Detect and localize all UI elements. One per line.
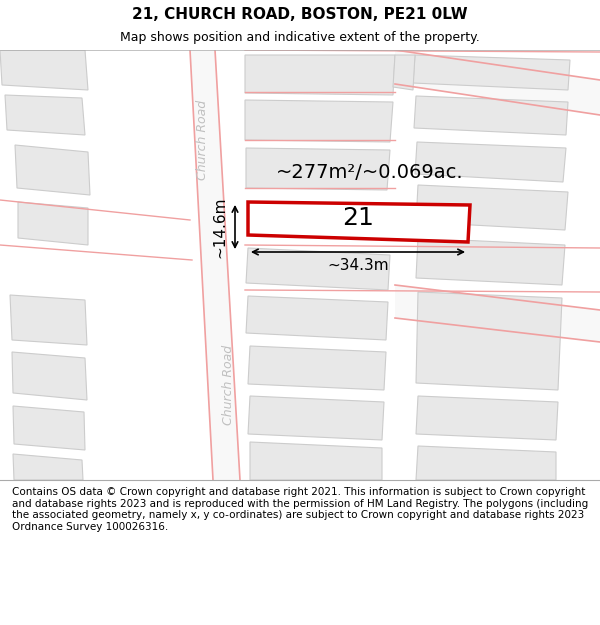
Polygon shape bbox=[415, 142, 566, 182]
Polygon shape bbox=[248, 346, 386, 390]
Text: 21: 21 bbox=[342, 206, 374, 230]
Polygon shape bbox=[190, 50, 240, 480]
Text: Church Road: Church Road bbox=[221, 345, 235, 425]
Polygon shape bbox=[250, 442, 382, 480]
Text: ~277m²/~0.069ac.: ~277m²/~0.069ac. bbox=[276, 162, 464, 181]
Polygon shape bbox=[13, 406, 85, 450]
Text: 21, CHURCH ROAD, BOSTON, PE21 0LW: 21, CHURCH ROAD, BOSTON, PE21 0LW bbox=[132, 6, 468, 21]
Polygon shape bbox=[246, 248, 390, 290]
Text: Map shows position and indicative extent of the property.: Map shows position and indicative extent… bbox=[120, 31, 480, 44]
Polygon shape bbox=[248, 396, 384, 440]
Text: ~14.6m: ~14.6m bbox=[212, 196, 227, 258]
Polygon shape bbox=[414, 96, 568, 135]
Polygon shape bbox=[395, 50, 600, 115]
Polygon shape bbox=[395, 285, 600, 342]
Polygon shape bbox=[10, 295, 87, 345]
Polygon shape bbox=[248, 202, 470, 242]
Polygon shape bbox=[416, 185, 568, 230]
Text: ~34.3m: ~34.3m bbox=[327, 258, 389, 272]
Polygon shape bbox=[246, 148, 390, 190]
Polygon shape bbox=[416, 446, 556, 480]
Polygon shape bbox=[393, 55, 415, 90]
Polygon shape bbox=[416, 292, 562, 390]
Polygon shape bbox=[413, 55, 570, 90]
Text: Contains OS data © Crown copyright and database right 2021. This information is : Contains OS data © Crown copyright and d… bbox=[12, 488, 588, 532]
Polygon shape bbox=[416, 396, 558, 440]
Polygon shape bbox=[245, 100, 393, 142]
Text: Church Road: Church Road bbox=[196, 100, 209, 180]
Polygon shape bbox=[12, 352, 87, 400]
Polygon shape bbox=[245, 55, 395, 95]
Polygon shape bbox=[246, 296, 388, 340]
Polygon shape bbox=[416, 238, 565, 285]
Polygon shape bbox=[18, 202, 88, 245]
Polygon shape bbox=[5, 95, 85, 135]
Polygon shape bbox=[0, 50, 88, 90]
Polygon shape bbox=[15, 145, 90, 195]
Polygon shape bbox=[13, 454, 83, 480]
